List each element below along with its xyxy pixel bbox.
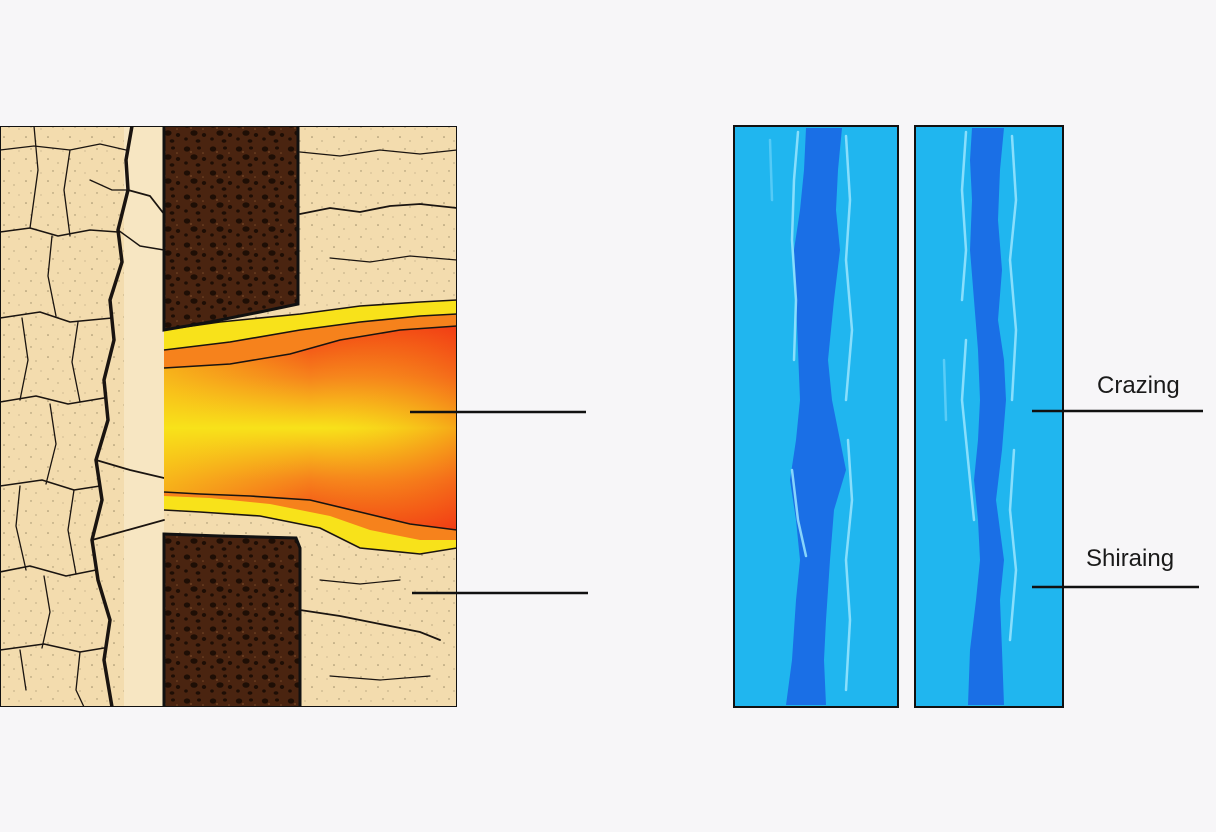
- clay-strip: [124, 126, 164, 707]
- glaze-dark-band: [786, 128, 846, 705]
- clay-surface-cracks: [299, 149, 457, 681]
- glaze-panel-crazing: [733, 125, 899, 708]
- glaze-panel-shivering: [914, 125, 1064, 708]
- burnt-block-bottom: [162, 532, 302, 707]
- glaze-dark-band-2: [968, 128, 1006, 705]
- shiraing-label: Shiraing: [1086, 545, 1175, 572]
- burnt-block-top: [162, 126, 300, 332]
- crack-network: [0, 126, 165, 707]
- clay-cross-section: [0, 126, 457, 707]
- heated-core: [163, 299, 457, 555]
- crazing-label: Crazing: [1097, 372, 1180, 399]
